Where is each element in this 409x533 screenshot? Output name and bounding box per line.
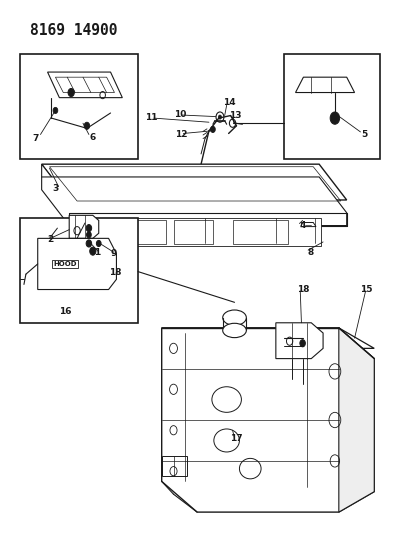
Polygon shape [161, 328, 373, 349]
Text: 13: 13 [229, 110, 241, 119]
Circle shape [210, 126, 215, 132]
Circle shape [68, 88, 74, 96]
Text: 14: 14 [222, 98, 235, 107]
Polygon shape [338, 328, 373, 512]
Circle shape [53, 107, 58, 114]
Text: HOOD: HOOD [54, 261, 77, 267]
Bar [77, 218, 320, 246]
Text: 8169 14900: 8169 14900 [30, 23, 117, 38]
Circle shape [86, 224, 92, 232]
Text: 10: 10 [173, 109, 186, 118]
Text: 12: 12 [174, 130, 187, 139]
Polygon shape [42, 164, 346, 200]
Text: 6: 6 [90, 133, 96, 142]
Circle shape [299, 340, 305, 347]
Text: 18: 18 [109, 268, 121, 277]
Text: 9: 9 [110, 249, 117, 257]
Text: 17: 17 [229, 434, 242, 443]
Bar [118, 220, 165, 245]
Text: 1: 1 [94, 248, 100, 257]
Text: 18: 18 [297, 285, 309, 294]
Text: 15: 15 [359, 285, 372, 294]
Bar [173, 220, 212, 245]
Text: 3: 3 [52, 184, 58, 193]
Ellipse shape [222, 324, 246, 337]
Bar [283, 54, 379, 159]
Circle shape [86, 232, 91, 238]
Text: 2: 2 [47, 235, 54, 244]
Polygon shape [69, 215, 99, 238]
Text: 11: 11 [145, 112, 157, 122]
Polygon shape [42, 177, 346, 225]
Text: 16: 16 [59, 307, 71, 316]
Polygon shape [301, 222, 315, 227]
Text: 8: 8 [307, 248, 313, 257]
Polygon shape [275, 323, 322, 359]
Text: 5: 5 [360, 130, 366, 139]
Ellipse shape [222, 310, 246, 325]
Circle shape [90, 247, 96, 255]
Polygon shape [161, 328, 373, 512]
Bar [20, 54, 138, 159]
Circle shape [218, 115, 221, 119]
Bar [20, 218, 138, 323]
Polygon shape [42, 164, 69, 213]
Circle shape [84, 122, 90, 130]
Text: 4: 4 [299, 221, 305, 230]
Circle shape [86, 240, 92, 247]
Bar [232, 220, 287, 245]
Circle shape [329, 112, 339, 124]
Text: 7: 7 [32, 134, 39, 143]
Circle shape [96, 240, 101, 247]
